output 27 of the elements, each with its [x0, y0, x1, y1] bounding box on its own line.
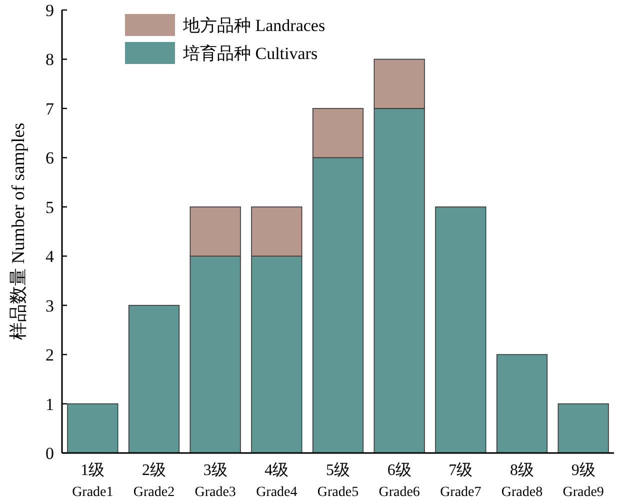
x-tick-label: 6级 Grade6	[378, 462, 420, 500]
bar	[128, 304, 180, 454]
y-tick-label: 9	[46, 1, 54, 20]
x-tick-label: 8级 Grade8	[501, 462, 543, 500]
y-tick-label: 8	[46, 50, 54, 70]
x-tick-label: 1级 Grade1	[72, 462, 114, 500]
bar	[435, 206, 486, 454]
y-tick-label: 7	[46, 99, 54, 118]
legend-label: 培育品种 Cultivars	[182, 44, 318, 63]
y-axis-title: 样品数量 Number of samples	[8, 122, 28, 340]
y-tick-label: 3	[46, 296, 54, 316]
bar	[558, 403, 609, 454]
y-tick-label: 0	[46, 444, 54, 463]
y-tick-label: 1	[46, 394, 54, 414]
x-tick-label: 9级 Grade9	[562, 462, 604, 500]
x-tick-label: 4级 Grade4	[256, 462, 298, 500]
bar	[67, 403, 118, 454]
legend-label: 地方品种 Landraces	[182, 16, 326, 35]
x-tick-label: 5级 Grade5	[317, 462, 359, 500]
bar	[496, 354, 548, 454]
y-tick-label: 4	[46, 247, 54, 266]
x-tick-label: 3级 Grade3	[194, 462, 236, 500]
y-tick-label: 2	[46, 346, 54, 365]
y-tick-label: 5	[46, 198, 54, 217]
x-tick-label: 7级 Grade7	[440, 462, 482, 500]
y-tick-label: 6	[46, 148, 54, 168]
x-tick-label: 2级 Grade2	[133, 462, 175, 500]
